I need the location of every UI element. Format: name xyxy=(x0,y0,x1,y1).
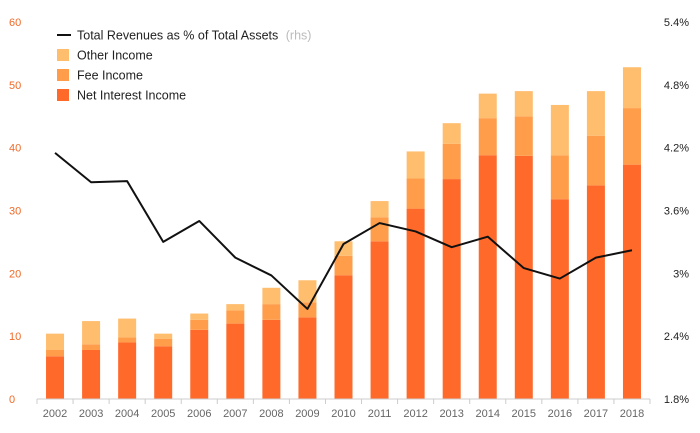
bar-other-income-2018 xyxy=(622,67,641,109)
bar-fee-income-2010 xyxy=(334,255,353,276)
line-layer xyxy=(54,152,633,310)
bar-net-interest-income-2017 xyxy=(586,185,605,399)
left-tick-label-60: 60 xyxy=(9,17,21,29)
legend-swatch-net-interest-income xyxy=(57,89,69,101)
bar-other-income-2007 xyxy=(226,304,245,311)
bar-other-income-2009 xyxy=(298,280,317,303)
legend-label-revenue-ratio: Total Revenues as % of Total Assets xyxy=(77,29,278,43)
legend-item-net-interest-income: Net Interest Income xyxy=(57,89,186,103)
bar-net-interest-income-2006 xyxy=(190,329,209,399)
legend-swatch-fee-income xyxy=(57,69,69,81)
left-tick-label-30: 30 xyxy=(9,206,21,218)
legend-label-rhs: (rhs) xyxy=(286,29,312,43)
left-tick-label-10: 10 xyxy=(9,331,21,343)
bar-net-interest-income-2015 xyxy=(514,155,533,399)
legend-item-fee-income: Fee Income xyxy=(57,69,143,83)
bar-fee-income-2002 xyxy=(46,349,65,357)
bar-other-income-2008 xyxy=(262,287,281,305)
bar-fee-income-2006 xyxy=(190,319,209,330)
bar-other-income-2014 xyxy=(478,93,497,119)
bar-other-income-2003 xyxy=(82,321,101,345)
bar-fee-income-2017 xyxy=(586,135,605,186)
bar-other-income-2005 xyxy=(154,333,173,339)
legend-swatch-other-income xyxy=(57,49,69,61)
bar-fee-income-2013 xyxy=(442,143,461,180)
bar-other-income-2017 xyxy=(586,91,605,136)
bar-other-income-2011 xyxy=(370,201,389,218)
x-tick-label-2010: 2010 xyxy=(331,408,355,420)
x-tick-label-2017: 2017 xyxy=(584,408,608,420)
legend-label-other-income: Other Income xyxy=(77,49,153,63)
bar-fee-income-2015 xyxy=(514,116,533,156)
x-tick-label-2015: 2015 xyxy=(512,408,536,420)
bar-net-interest-income-2005 xyxy=(154,346,173,399)
bar-fee-income-2003 xyxy=(82,344,101,350)
x-tick-label-2007: 2007 xyxy=(223,408,247,420)
bar-net-interest-income-2009 xyxy=(298,317,317,399)
line-total-revenues-pct-assets xyxy=(54,152,633,310)
bar-net-interest-income-2007 xyxy=(226,323,245,399)
bar-layer xyxy=(46,67,641,399)
x-tick-label-2002: 2002 xyxy=(43,408,67,420)
bar-net-interest-income-2018 xyxy=(622,164,641,399)
legend-label-fee-income: Fee Income xyxy=(77,69,143,83)
bar-net-interest-income-2003 xyxy=(82,349,101,399)
bar-net-interest-income-2002 xyxy=(46,356,65,399)
bar-net-interest-income-2004 xyxy=(118,342,137,399)
bar-fee-income-2018 xyxy=(622,108,641,165)
right-tick-label-3pct: 3% xyxy=(673,268,689,280)
bar-other-income-2006 xyxy=(190,313,209,320)
bar-net-interest-income-2014 xyxy=(478,155,497,399)
right-tick-label-5.4pct: 5.4% xyxy=(664,17,689,29)
left-tick-label-20: 20 xyxy=(9,268,21,280)
legend-item-other-income: Other Income xyxy=(57,49,153,63)
bar-other-income-2004 xyxy=(118,318,137,338)
legend-item-line: Total Revenues as % of Total Assets (rhs… xyxy=(57,29,311,43)
left-tick-label-40: 40 xyxy=(9,143,21,155)
bar-fee-income-2012 xyxy=(406,178,425,209)
bar-net-interest-income-2011 xyxy=(370,241,389,399)
bar-other-income-2016 xyxy=(550,104,569,156)
axes-layer: 2002 2003 2004 2005 2006 2007 2008 2009 2010 2011… xyxy=(9,17,689,420)
x-tick-label-2018: 2018 xyxy=(620,408,644,420)
x-tick-label-2013: 2013 xyxy=(439,408,463,420)
x-tick-label-2009: 2009 xyxy=(295,408,319,420)
legend-label-net-interest-income: Net Interest Income xyxy=(77,89,186,103)
x-tick-label-2012: 2012 xyxy=(403,408,427,420)
x-tick-label-2008: 2008 xyxy=(259,408,283,420)
bar-fee-income-2011 xyxy=(370,217,389,242)
left-tick-label-0: 0 xyxy=(9,394,15,406)
bar-net-interest-income-2016 xyxy=(550,199,569,399)
bar-net-interest-income-2012 xyxy=(406,208,425,399)
bar-fee-income-2014 xyxy=(478,118,497,156)
right-tick-label-4.8pct: 4.8% xyxy=(664,80,689,92)
x-tick-label-2003: 2003 xyxy=(79,408,103,420)
x-tick-label-2014: 2014 xyxy=(475,408,499,420)
x-tick-label-2005: 2005 xyxy=(151,408,175,420)
bar-other-income-2012 xyxy=(406,151,425,179)
right-tick-label-4.2pct: 4.2% xyxy=(664,143,689,155)
bar-fee-income-2005 xyxy=(154,338,173,347)
x-tick-label-2016: 2016 xyxy=(548,408,572,420)
bar-net-interest-income-2013 xyxy=(442,179,461,399)
bar-other-income-2013 xyxy=(442,123,461,144)
right-tick-label-2.4pct: 2.4% xyxy=(664,331,689,343)
legend: Total Revenues as % of Total Assets (rhs… xyxy=(57,29,311,103)
svg-text:Total Revenues as % of Total A: Total Revenues as % of Total Assets (rhs… xyxy=(77,29,311,43)
bar-fee-income-2004 xyxy=(118,337,137,343)
bar-fee-income-2008 xyxy=(262,304,281,320)
bar-fee-income-2016 xyxy=(550,155,569,200)
x-tick-label-2004: 2004 xyxy=(115,408,139,420)
bar-net-interest-income-2010 xyxy=(334,275,353,399)
x-tick-label-2006: 2006 xyxy=(187,408,211,420)
bar-net-interest-income-2008 xyxy=(262,319,281,399)
right-tick-label-1.8pct: 1.8% xyxy=(664,394,689,406)
x-tick-label-2011: 2011 xyxy=(368,408,392,420)
bar-other-income-2002 xyxy=(46,333,65,350)
bar-other-income-2015 xyxy=(514,91,533,117)
right-tick-label-3.6pct: 3.6% xyxy=(664,206,689,218)
bar-fee-income-2007 xyxy=(226,310,245,324)
left-tick-label-50: 50 xyxy=(9,80,21,92)
